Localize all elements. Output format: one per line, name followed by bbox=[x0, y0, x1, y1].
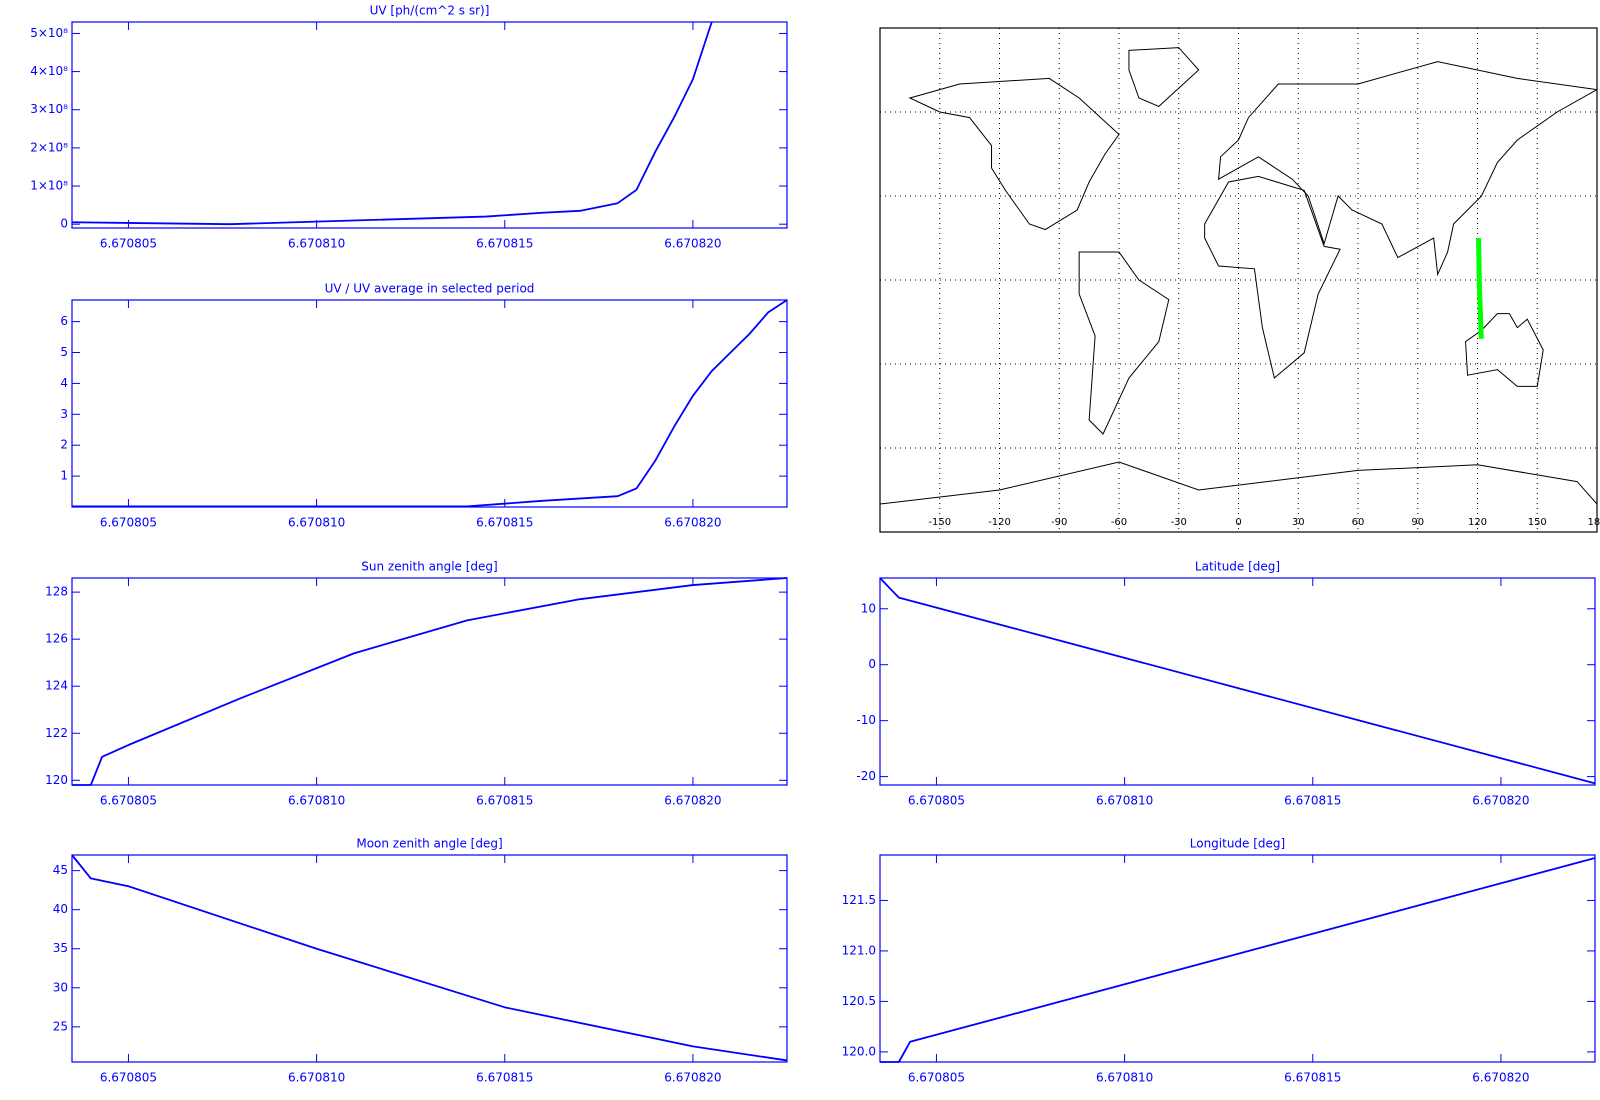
y-tick-label: 0 bbox=[60, 217, 68, 231]
x-tick-label: -120 bbox=[988, 517, 1011, 528]
plot-frame bbox=[71, 21, 788, 229]
y-tick-label: 1 bbox=[60, 469, 68, 483]
x-tick-label: 6.670820 bbox=[664, 237, 721, 251]
x-tick-label: 6.670810 bbox=[1096, 1071, 1153, 1085]
y-tick-label: 128 bbox=[45, 585, 68, 599]
x-tick-label: 120 bbox=[1468, 517, 1487, 528]
y-tick-label: 6 bbox=[60, 314, 68, 328]
chart-title: UV [ph/(cm^2 s sr)] bbox=[370, 4, 490, 18]
x-tick-label: 6.670820 bbox=[664, 794, 721, 808]
y-tick-label: -20 bbox=[856, 769, 876, 783]
x-tick-label: -150 bbox=[928, 517, 951, 528]
data-line bbox=[72, 577, 788, 786]
x-tick-label: 30 bbox=[1292, 517, 1305, 528]
y-tick-label: 126 bbox=[45, 632, 68, 646]
y-tick-label: 25 bbox=[53, 1019, 68, 1033]
x-tick-label: 6.670810 bbox=[1096, 794, 1153, 808]
y-tick-label: 1×10⁸ bbox=[30, 179, 68, 193]
y-tick-label: 2×10⁸ bbox=[30, 140, 68, 154]
chart-title: Longitude [deg] bbox=[1190, 837, 1285, 851]
y-tick-label: 35 bbox=[53, 941, 68, 955]
y-tick-label: 4×10⁸ bbox=[30, 64, 68, 78]
x-tick-label: 6.670815 bbox=[476, 1071, 533, 1085]
y-tick-label: 120 bbox=[45, 773, 68, 787]
x-tick-label: 6.670820 bbox=[664, 516, 721, 530]
data-line bbox=[879, 577, 1596, 785]
plot-frame bbox=[71, 854, 788, 1063]
data-line bbox=[880, 857, 1596, 1063]
plot-frame bbox=[879, 577, 1596, 786]
plot-frame bbox=[879, 854, 1596, 1063]
x-tick-label: 6.670810 bbox=[288, 794, 345, 808]
x-tick-label: 180 bbox=[1587, 517, 1600, 528]
coastline bbox=[1466, 314, 1544, 387]
chart-title: Sun zenith angle [deg] bbox=[361, 560, 497, 574]
plot-frame bbox=[71, 577, 788, 786]
x-tick-label: -30 bbox=[1171, 517, 1187, 528]
ground-track bbox=[1476, 237, 1484, 339]
x-tick-label: 150 bbox=[1528, 517, 1547, 528]
y-tick-label: 122 bbox=[45, 726, 68, 740]
x-tick-label: 6.670815 bbox=[1284, 794, 1341, 808]
data-line bbox=[71, 854, 788, 1062]
coastline bbox=[910, 78, 1119, 229]
y-tick-label: 5×10⁸ bbox=[30, 26, 68, 40]
x-tick-label: 6.670805 bbox=[908, 1071, 965, 1085]
y-tick-label: 30 bbox=[53, 980, 68, 994]
y-tick-label: 3×10⁸ bbox=[30, 102, 68, 116]
x-tick-label: 6.670815 bbox=[476, 794, 533, 808]
data-line bbox=[71, 21, 713, 226]
coastline bbox=[880, 462, 1597, 504]
y-tick-label: 2 bbox=[60, 438, 68, 452]
x-tick-label: 90 bbox=[1411, 517, 1424, 528]
x-tick-label: 0 bbox=[1235, 517, 1241, 528]
coastline bbox=[1129, 48, 1199, 107]
x-tick-label: 6.670815 bbox=[476, 516, 533, 530]
x-tick-label: 6.670820 bbox=[1472, 794, 1529, 808]
y-tick-label: 40 bbox=[53, 902, 68, 916]
x-tick-label: 6.670810 bbox=[288, 237, 345, 251]
y-tick-label: 124 bbox=[45, 679, 68, 693]
plot-frame bbox=[71, 299, 788, 508]
coastline bbox=[1079, 252, 1169, 434]
y-tick-label: -10 bbox=[856, 713, 876, 727]
y-tick-label: 5 bbox=[60, 345, 68, 359]
x-tick-label: -90 bbox=[1051, 517, 1067, 528]
x-tick-label: 6.670820 bbox=[664, 1071, 721, 1085]
coastline bbox=[1219, 62, 1597, 275]
chart-title: UV / UV average in selected period bbox=[325, 282, 535, 296]
y-tick-label: 4 bbox=[60, 376, 68, 390]
coastline bbox=[1205, 176, 1340, 378]
x-tick-label: 6.670805 bbox=[100, 1071, 157, 1085]
x-tick-label: 6.670805 bbox=[100, 794, 157, 808]
y-tick-label: 120.5 bbox=[842, 994, 876, 1008]
x-tick-label: 6.670815 bbox=[476, 237, 533, 251]
y-tick-label: 10 bbox=[861, 601, 876, 615]
data-line bbox=[72, 299, 788, 508]
x-tick-label: 6.670805 bbox=[908, 794, 965, 808]
x-tick-label: 6.670805 bbox=[100, 237, 157, 251]
x-tick-label: 60 bbox=[1352, 517, 1365, 528]
x-tick-label: 6.670810 bbox=[288, 1071, 345, 1085]
x-tick-label: 6.670805 bbox=[100, 516, 157, 530]
x-tick-label: 6.670820 bbox=[1472, 1071, 1529, 1085]
y-tick-label: 45 bbox=[53, 863, 68, 877]
x-tick-label: 6.670815 bbox=[1284, 1071, 1341, 1085]
y-tick-label: 3 bbox=[60, 407, 68, 421]
coastlines bbox=[880, 48, 1597, 504]
chart-title: Latitude [deg] bbox=[1195, 560, 1280, 574]
x-tick-label: -60 bbox=[1111, 517, 1127, 528]
x-tick-label: 6.670810 bbox=[288, 516, 345, 530]
y-tick-label: 120.0 bbox=[842, 1044, 876, 1058]
y-tick-label: 121.0 bbox=[842, 943, 876, 957]
y-tick-label: 121.5 bbox=[842, 893, 876, 907]
y-tick-label: 0 bbox=[868, 657, 876, 671]
chart-title: Moon zenith angle [deg] bbox=[356, 837, 502, 851]
